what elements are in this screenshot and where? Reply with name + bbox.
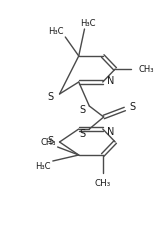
Text: S: S [79, 128, 85, 138]
Text: H₃C: H₃C [35, 162, 51, 171]
Text: S: S [79, 105, 85, 115]
Text: CH₃: CH₃ [138, 65, 154, 74]
Text: CH₃: CH₃ [95, 179, 111, 188]
Text: H₃C: H₃C [48, 27, 63, 36]
Text: S: S [48, 92, 54, 101]
Text: H₃C: H₃C [81, 19, 96, 28]
Text: S: S [48, 135, 54, 145]
Text: CH₃: CH₃ [40, 138, 56, 147]
Text: S: S [130, 101, 136, 112]
Text: N: N [107, 76, 114, 86]
Text: N: N [107, 126, 114, 136]
